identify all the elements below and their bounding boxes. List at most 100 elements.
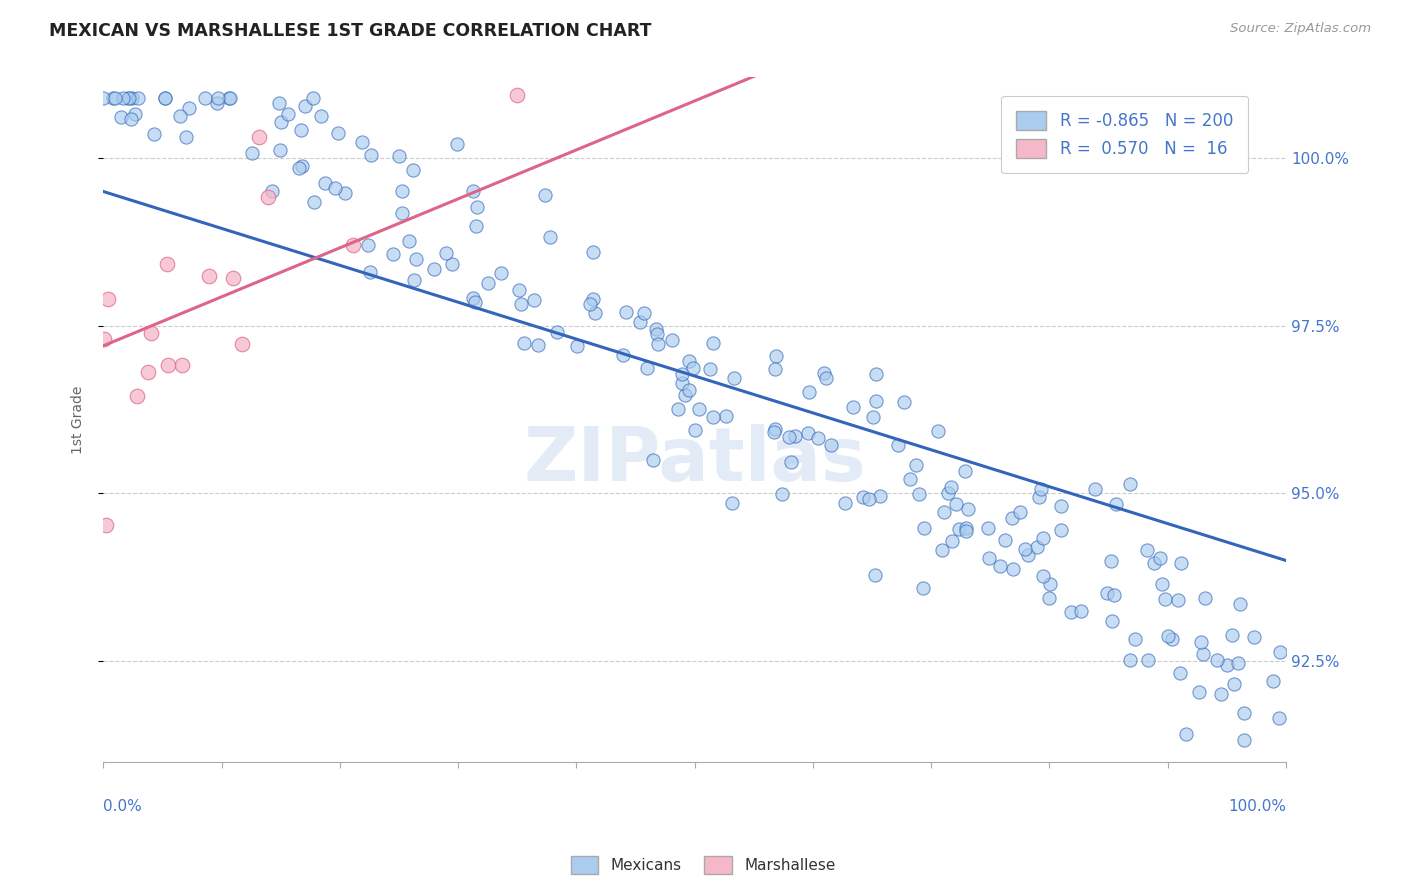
Point (513, 335, 536, 350)
Point (1215, 657, 1237, 672)
Point (645, 327, 668, 342)
Point (1050, 524, 1073, 538)
Point (688, 402, 710, 417)
Point (357, 238, 380, 252)
Point (941, 480, 963, 494)
Point (1229, 597, 1251, 611)
Point (1084, 482, 1107, 496)
Point (1039, 577, 1062, 591)
Point (153, 90, 176, 104)
Text: ZIPatlas: ZIPatlas (523, 425, 866, 497)
Point (198, 268, 221, 283)
Point (477, 276, 499, 290)
Point (1157, 630, 1180, 644)
Point (927, 424, 949, 438)
Point (898, 472, 921, 486)
Point (863, 568, 886, 582)
Point (869, 489, 891, 503)
Point (1123, 632, 1146, 647)
Point (262, 184, 284, 198)
Point (269, 144, 291, 158)
Point (117, 90, 139, 104)
Point (207, 90, 229, 104)
Point (508, 283, 530, 297)
Point (534, 188, 557, 202)
Point (702, 335, 724, 350)
Point (1161, 632, 1184, 646)
Point (1268, 711, 1291, 725)
Point (628, 315, 651, 329)
Point (936, 485, 959, 500)
Point (1014, 542, 1036, 557)
Point (309, 109, 332, 123)
Point (778, 430, 800, 444)
Point (834, 496, 856, 510)
Point (931, 543, 953, 558)
Point (842, 401, 865, 415)
Point (1167, 592, 1189, 607)
Point (1211, 687, 1233, 701)
Point (1143, 556, 1166, 570)
Point (249, 129, 271, 144)
Point (118, 90, 141, 104)
Point (1149, 550, 1171, 565)
Point (1060, 605, 1083, 619)
Point (945, 497, 967, 511)
Point (506, 88, 529, 103)
Point (1032, 569, 1054, 583)
Point (813, 366, 835, 380)
Point (1222, 677, 1244, 691)
Point (1243, 631, 1265, 645)
Point (465, 219, 488, 233)
Point (127, 90, 149, 104)
Point (797, 384, 820, 399)
Point (156, 358, 179, 372)
Point (957, 501, 980, 516)
Point (110, 111, 132, 125)
Point (402, 163, 425, 178)
Point (139, 326, 162, 340)
Point (763, 421, 786, 435)
Point (887, 438, 910, 452)
Point (578, 297, 600, 311)
Point (538, 229, 561, 244)
Point (720, 496, 742, 510)
Point (678, 354, 700, 368)
Point (463, 185, 485, 199)
Point (1233, 706, 1256, 720)
Point (1154, 592, 1177, 607)
Point (780, 455, 803, 469)
Point (111, 90, 134, 104)
Point (335, 186, 357, 201)
Point (612, 348, 634, 362)
Point (567, 339, 589, 353)
Point (291, 159, 314, 173)
Point (1017, 548, 1039, 562)
Point (723, 371, 745, 385)
Point (990, 558, 1012, 573)
Point (523, 293, 546, 307)
Point (174, 130, 197, 145)
Point (1189, 635, 1212, 649)
Text: 100.0%: 100.0% (1227, 799, 1286, 814)
Text: Source: ZipAtlas.com: Source: ZipAtlas.com (1230, 22, 1371, 36)
Point (1136, 653, 1159, 667)
Point (1105, 497, 1128, 511)
Point (636, 360, 658, 375)
Point (405, 252, 427, 267)
Point (156, 257, 179, 271)
Point (1118, 653, 1140, 667)
Point (865, 394, 887, 409)
Point (893, 395, 915, 409)
Point (858, 492, 880, 507)
Point (1101, 614, 1123, 628)
Point (1194, 591, 1216, 606)
Point (1227, 656, 1250, 670)
Point (683, 423, 706, 437)
Point (104, 90, 127, 104)
Point (993, 533, 1015, 547)
Point (1191, 647, 1213, 661)
Point (125, 388, 148, 402)
Point (678, 383, 700, 397)
Point (323, 181, 346, 195)
